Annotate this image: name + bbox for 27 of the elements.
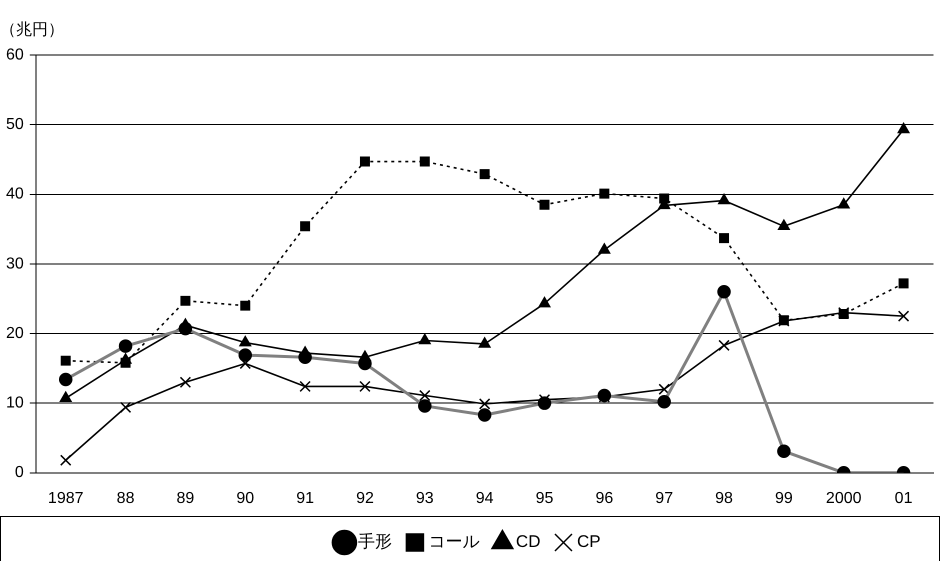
y-tick-label: 0: [14, 464, 24, 482]
legend-label: CD: [516, 532, 540, 552]
x-tick-label: 92: [356, 490, 374, 507]
x-tick-label: 90: [236, 490, 254, 507]
x-tick-label: 89: [176, 490, 194, 507]
legend-label: コール: [428, 532, 480, 552]
x-tick-label: 96: [595, 490, 614, 507]
y-tick-label: 10: [6, 394, 24, 412]
y-tick-label: 60: [6, 46, 24, 64]
x-tick-label: 98: [715, 490, 734, 507]
y-tick-label: 20: [6, 324, 24, 342]
y-tick-label: 50: [6, 116, 24, 134]
x-tick-label: 94: [476, 490, 494, 507]
legend-label: 手形: [358, 532, 392, 552]
x-tick-label: 99: [774, 490, 793, 507]
x-tick-label: 91: [296, 490, 314, 507]
x-tick-label: 93: [416, 490, 434, 507]
x-tick-label: 88: [116, 490, 135, 507]
x-tick-label: 97: [655, 490, 674, 507]
legend-label: CP: [576, 532, 601, 552]
y-tick-label: 40: [6, 186, 24, 203]
y-tick-label: 30: [6, 255, 24, 272]
y-axis-title: （兆円）: [0, 20, 64, 38]
x-tick-label: 1987: [48, 490, 84, 507]
x-tick-label: 01: [894, 490, 913, 507]
x-tick-label: 2000: [826, 490, 862, 507]
x-tick-label: 95: [536, 490, 554, 507]
